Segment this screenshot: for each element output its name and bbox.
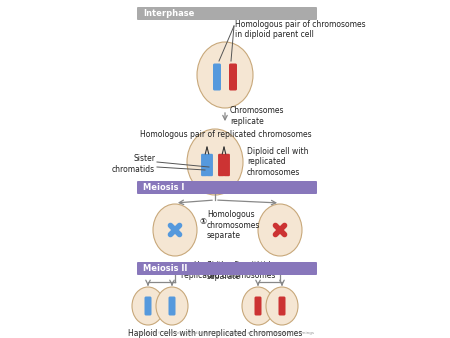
FancyBboxPatch shape	[168, 296, 176, 315]
Ellipse shape	[197, 42, 253, 108]
Ellipse shape	[266, 287, 298, 325]
Text: Sister chromatids
separate: Sister chromatids separate	[207, 261, 274, 281]
Text: Copyright © 2008 Pearson Education, Inc., publishing as Pearson Benjamin Cumming: Copyright © 2008 Pearson Education, Inc.…	[136, 331, 314, 335]
Text: Homologous pair of replicated chromosomes: Homologous pair of replicated chromosome…	[140, 130, 311, 139]
Ellipse shape	[187, 129, 243, 195]
Ellipse shape	[242, 287, 274, 325]
FancyBboxPatch shape	[213, 64, 221, 91]
FancyBboxPatch shape	[201, 154, 207, 176]
Text: ②: ②	[199, 265, 206, 273]
Text: Meiosis II: Meiosis II	[143, 264, 187, 273]
Text: Meiosis I: Meiosis I	[143, 183, 184, 192]
Text: Homologous
chromosomes
separate: Homologous chromosomes separate	[207, 210, 261, 240]
Text: Haploid cells with
replicated chromosomes: Haploid cells with replicated chromosome…	[181, 261, 275, 281]
Text: Diploid cell with
replicated
chromosomes: Diploid cell with replicated chromosomes	[247, 147, 309, 177]
FancyBboxPatch shape	[137, 7, 317, 20]
Ellipse shape	[153, 204, 197, 256]
FancyBboxPatch shape	[207, 154, 213, 176]
Ellipse shape	[258, 204, 302, 256]
Text: Interphase: Interphase	[143, 9, 194, 18]
FancyBboxPatch shape	[137, 181, 317, 194]
FancyBboxPatch shape	[144, 296, 152, 315]
Ellipse shape	[132, 287, 164, 325]
Text: Sister
chromatids: Sister chromatids	[112, 154, 155, 174]
Text: Haploid cells with unreplicated chromosomes: Haploid cells with unreplicated chromoso…	[128, 329, 302, 338]
FancyBboxPatch shape	[224, 154, 230, 176]
Text: Chromosomes
replicate: Chromosomes replicate	[230, 106, 284, 126]
Ellipse shape	[156, 287, 188, 325]
FancyBboxPatch shape	[137, 262, 317, 275]
FancyBboxPatch shape	[218, 154, 225, 176]
Text: Homologous pair of chromosomes
in diploid parent cell: Homologous pair of chromosomes in diploi…	[235, 20, 365, 40]
Text: ①: ①	[199, 217, 206, 226]
FancyBboxPatch shape	[229, 64, 237, 91]
FancyBboxPatch shape	[255, 296, 261, 315]
FancyBboxPatch shape	[279, 296, 285, 315]
